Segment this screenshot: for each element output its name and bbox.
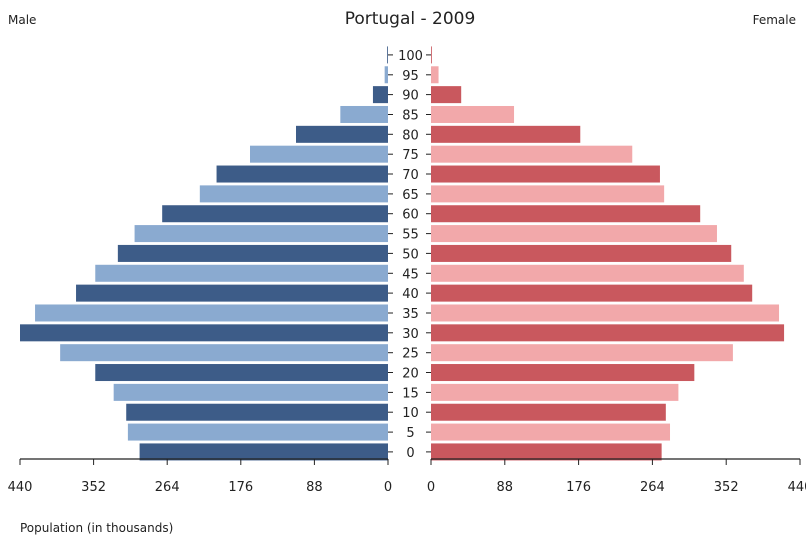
female-bar-age-5 bbox=[431, 423, 671, 441]
age-label-65: 65 bbox=[402, 188, 419, 203]
female-bar-age-20 bbox=[431, 364, 695, 382]
male-bar-age-35 bbox=[35, 304, 389, 322]
male-bar-age-65 bbox=[199, 185, 388, 203]
age-label-60: 60 bbox=[402, 208, 419, 223]
female-bar-age-45 bbox=[431, 264, 744, 282]
age-label-55: 55 bbox=[402, 228, 419, 243]
female-bar-age-60 bbox=[431, 205, 701, 223]
female-bar-age-85 bbox=[431, 105, 515, 123]
male-bar-age-50 bbox=[117, 244, 388, 262]
male-bar-age-95 bbox=[384, 66, 388, 84]
male-bar-age-75 bbox=[250, 145, 388, 163]
age-label-45: 45 bbox=[402, 267, 419, 282]
female-bar-age-70 bbox=[431, 165, 660, 183]
male-bar-age-70 bbox=[216, 165, 388, 183]
female-bar-age-50 bbox=[431, 244, 732, 262]
age-label-85: 85 bbox=[402, 109, 419, 124]
female-bar-age-65 bbox=[431, 185, 665, 203]
female-bar-age-95 bbox=[431, 66, 439, 84]
age-label-25: 25 bbox=[402, 347, 419, 362]
right-x-tick-label: 352 bbox=[714, 480, 739, 495]
age-label-100: 100 bbox=[398, 49, 423, 64]
female-bar-age-15 bbox=[431, 383, 679, 401]
male-bar-age-15 bbox=[113, 383, 389, 401]
male-bar-age-0 bbox=[139, 443, 388, 461]
left-x-tick-label: 440 bbox=[8, 480, 33, 495]
age-label-95: 95 bbox=[402, 69, 419, 84]
age-label-10: 10 bbox=[402, 406, 419, 421]
age-label-5: 5 bbox=[406, 426, 414, 441]
labels-layer: Portugal - 2009 Male Female Population (… bbox=[8, 9, 806, 535]
left-x-tick-label: 352 bbox=[81, 480, 106, 495]
female-bar-age-25 bbox=[431, 344, 733, 362]
age-label-90: 90 bbox=[402, 89, 419, 104]
female-label: Female bbox=[753, 13, 796, 27]
female-bar-age-35 bbox=[431, 304, 780, 322]
right-x-tick-label: 0 bbox=[427, 480, 435, 495]
age-label-40: 40 bbox=[402, 287, 419, 302]
male-bar-age-55 bbox=[134, 225, 388, 243]
chart-title: Portugal - 2009 bbox=[345, 9, 476, 29]
male-bar-age-80 bbox=[296, 125, 388, 143]
male-bar-age-90 bbox=[372, 86, 388, 104]
x-axis-title: Population (in thousands) bbox=[20, 521, 173, 535]
age-label-35: 35 bbox=[402, 307, 419, 322]
female-bar-age-80 bbox=[431, 125, 581, 143]
age-label-70: 70 bbox=[402, 168, 419, 183]
female-bar-age-100 bbox=[431, 46, 432, 64]
left-x-tick-label: 264 bbox=[155, 480, 180, 495]
age-label-30: 30 bbox=[402, 327, 419, 342]
male-label: Male bbox=[8, 13, 36, 27]
female-bar-age-0 bbox=[431, 443, 662, 461]
age-label-80: 80 bbox=[402, 128, 419, 143]
male-bar-age-5 bbox=[127, 423, 388, 441]
age-label-20: 20 bbox=[402, 367, 419, 382]
left-x-tick-label: 88 bbox=[306, 480, 323, 495]
male-bar-age-20 bbox=[95, 364, 389, 382]
age-label-75: 75 bbox=[402, 148, 419, 163]
age-label-0: 0 bbox=[406, 446, 414, 461]
age-label-50: 50 bbox=[402, 247, 419, 262]
female-bar-age-75 bbox=[431, 145, 633, 163]
female-bar-age-55 bbox=[431, 225, 717, 243]
female-bar-age-90 bbox=[431, 86, 462, 104]
right-x-tick-label: 88 bbox=[497, 480, 514, 495]
male-bar-age-60 bbox=[162, 205, 388, 223]
male-bar-age-25 bbox=[60, 344, 389, 362]
male-bar-age-30 bbox=[20, 324, 388, 342]
male-bar-age-40 bbox=[76, 284, 388, 302]
right-x-tick-label: 264 bbox=[640, 480, 665, 495]
left-x-tick-label: 176 bbox=[228, 480, 253, 495]
right-x-tick-label: 176 bbox=[566, 480, 591, 495]
bars-layer bbox=[20, 46, 785, 461]
female-bar-age-30 bbox=[431, 324, 785, 342]
male-bar-age-100 bbox=[387, 46, 388, 64]
age-label-15: 15 bbox=[402, 386, 419, 401]
female-bar-age-10 bbox=[431, 403, 666, 421]
male-bar-age-45 bbox=[95, 264, 389, 282]
female-bar-age-40 bbox=[431, 284, 753, 302]
left-x-tick-label: 0 bbox=[384, 480, 392, 495]
right-x-tick-label: 440 bbox=[788, 480, 806, 495]
male-bar-age-85 bbox=[340, 105, 388, 123]
axes-layer bbox=[19, 54, 801, 465]
male-bar-age-10 bbox=[126, 403, 388, 421]
